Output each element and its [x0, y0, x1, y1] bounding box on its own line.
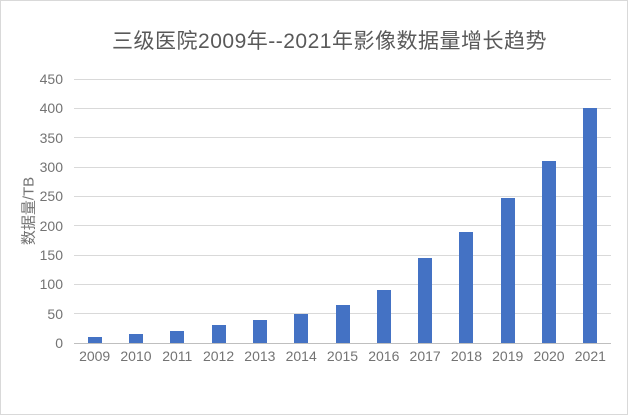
plot-area — [74, 78, 611, 344]
bar-2009 — [87, 337, 102, 343]
y-tick-200: 200 — [39, 217, 63, 234]
gridline-100 — [74, 283, 611, 285]
gridline-200 — [74, 225, 611, 227]
x-tick-2013: 2013 — [244, 348, 276, 364]
x-tick-2014: 2014 — [285, 348, 317, 364]
bar-2011 — [170, 331, 185, 343]
gridline-150 — [74, 254, 611, 256]
bar-2014 — [294, 313, 309, 343]
bar-2016 — [376, 290, 391, 343]
y-axis-title: 数据量/TB — [20, 176, 38, 246]
y-tick-350: 350 — [39, 129, 63, 146]
x-tick-2019: 2019 — [492, 348, 524, 364]
y-tick-300: 300 — [39, 159, 63, 175]
x-tick-2016: 2016 — [368, 348, 400, 364]
gridline-350 — [74, 137, 611, 139]
bar-2018 — [459, 231, 474, 343]
x-tick-2017: 2017 — [409, 348, 441, 364]
x-tick-2009: 2009 — [79, 348, 111, 364]
gridline-300 — [74, 166, 611, 168]
bar-2013 — [252, 319, 267, 343]
x-tick-2020: 2020 — [533, 348, 565, 364]
y-tick-0: 0 — [55, 335, 63, 351]
x-tick-2010: 2010 — [120, 348, 152, 364]
bar-2021 — [583, 108, 598, 343]
bar-2019 — [500, 197, 515, 343]
y-tick-450: 450 — [39, 71, 63, 87]
gridline-400 — [74, 107, 611, 109]
gridline-250 — [74, 195, 611, 197]
x-tick-2011: 2011 — [162, 348, 193, 364]
bar-2012 — [211, 325, 226, 343]
bar-2020 — [542, 161, 557, 343]
bar-2010 — [128, 334, 143, 343]
x-tick-2018: 2018 — [450, 348, 482, 364]
chart-title: 三级医院2009年--2021年影像数据量增长趋势 — [112, 30, 547, 53]
y-tick-250: 250 — [39, 188, 63, 205]
gridline-450 — [74, 78, 611, 80]
x-tick-2015: 2015 — [326, 348, 359, 364]
y-tick-150: 150 — [39, 247, 63, 263]
x-tick-2021: 2021 — [574, 348, 606, 364]
bar-2015 — [335, 304, 350, 343]
y-tick-400: 400 — [39, 100, 63, 117]
y-tick-100: 100 — [39, 276, 63, 293]
y-tick-50: 50 — [47, 305, 63, 322]
x-tick-2012: 2012 — [202, 348, 235, 364]
bar-2017 — [418, 257, 433, 343]
